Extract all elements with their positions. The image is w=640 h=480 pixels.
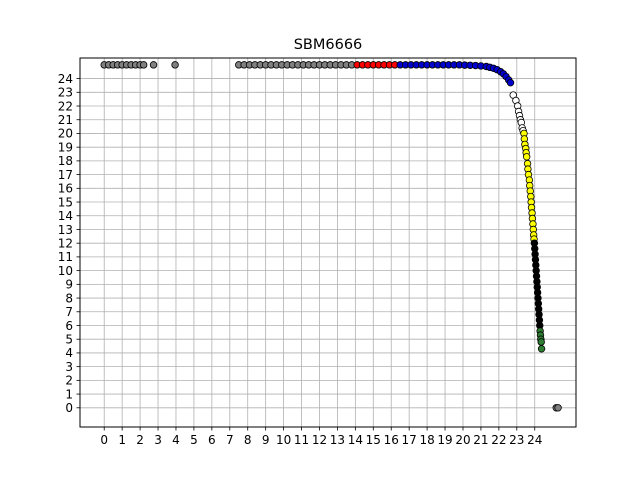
y-tick-label: 20 bbox=[58, 127, 73, 141]
data-point bbox=[506, 78, 515, 87]
data-point bbox=[537, 338, 545, 346]
y-tick-label: 10 bbox=[58, 264, 73, 278]
y-tick-label: 12 bbox=[58, 236, 73, 250]
y-tick-label: 8 bbox=[65, 291, 73, 305]
x-tick-label: 14 bbox=[348, 433, 363, 447]
x-tick-label: 22 bbox=[491, 433, 506, 447]
data-point bbox=[139, 61, 148, 69]
x-tick-label: 18 bbox=[419, 433, 434, 447]
x-tick-label: 19 bbox=[437, 433, 452, 447]
x-tick-label: 23 bbox=[509, 433, 524, 447]
y-tick-label: 11 bbox=[58, 250, 73, 264]
x-tick-label: 0 bbox=[100, 433, 108, 447]
data-point bbox=[149, 61, 158, 69]
y-tick-label: 0 bbox=[65, 401, 73, 415]
x-tick-label: 21 bbox=[473, 433, 488, 447]
y-tick-label: 18 bbox=[58, 154, 73, 168]
x-tick-label: 5 bbox=[190, 433, 198, 447]
x-tick-label: 10 bbox=[276, 433, 291, 447]
y-tick-label: 1 bbox=[65, 387, 73, 401]
x-tick-label: 17 bbox=[402, 433, 417, 447]
y-tick-label: 2 bbox=[65, 374, 73, 388]
y-tick-label: 7 bbox=[65, 305, 73, 319]
x-tick-label: 4 bbox=[172, 433, 180, 447]
x-tick-label: 7 bbox=[226, 433, 234, 447]
data-point bbox=[171, 61, 179, 69]
data-point bbox=[537, 345, 546, 353]
y-tick-label: 4 bbox=[65, 346, 73, 360]
x-tick-label: 6 bbox=[208, 433, 216, 447]
y-tick-label: 24 bbox=[58, 72, 73, 86]
x-tick-label: 9 bbox=[262, 433, 270, 447]
x-tick-label: 13 bbox=[330, 433, 345, 447]
x-tick-label: 20 bbox=[455, 433, 470, 447]
y-tick-label: 16 bbox=[58, 182, 73, 196]
y-tick-label: 9 bbox=[65, 278, 73, 292]
grid-lines bbox=[80, 58, 576, 427]
plot-frame bbox=[79, 57, 577, 428]
y-tick-label: 17 bbox=[58, 168, 73, 182]
x-axis: 0 1 2 3 4 5 6 7 8 9 10 11 12 13 14 15 16 17 18 19 20 21 22 23 24 bbox=[100, 427, 542, 447]
x-tick-label: 1 bbox=[118, 433, 126, 447]
y-tick-label: 22 bbox=[58, 99, 73, 113]
data-points bbox=[100, 61, 562, 412]
y-tick-label: 5 bbox=[65, 333, 73, 347]
y-tick-label: 15 bbox=[58, 195, 73, 209]
y-tick-label: 21 bbox=[58, 113, 73, 127]
x-tick-label: 2 bbox=[136, 433, 144, 447]
y-tick-label: 6 bbox=[65, 319, 73, 333]
data-point bbox=[554, 404, 562, 412]
x-tick-label: 12 bbox=[312, 433, 327, 447]
x-tick-label: 16 bbox=[384, 433, 399, 447]
y-tick-label: 23 bbox=[58, 86, 73, 100]
y-tick-label: 13 bbox=[58, 223, 73, 237]
x-tick-label: 8 bbox=[244, 433, 252, 447]
x-tick-label: 24 bbox=[527, 433, 542, 447]
x-tick-label: 3 bbox=[154, 433, 162, 447]
chart-title: SBM6666 bbox=[294, 37, 363, 53]
y-tick-label: 3 bbox=[65, 360, 73, 374]
y-tick-label: 14 bbox=[58, 209, 73, 223]
data-point bbox=[522, 153, 531, 161]
x-tick-label: 11 bbox=[294, 433, 309, 447]
y-tick-label: 19 bbox=[58, 140, 73, 154]
x-tick-label: 15 bbox=[366, 433, 381, 447]
